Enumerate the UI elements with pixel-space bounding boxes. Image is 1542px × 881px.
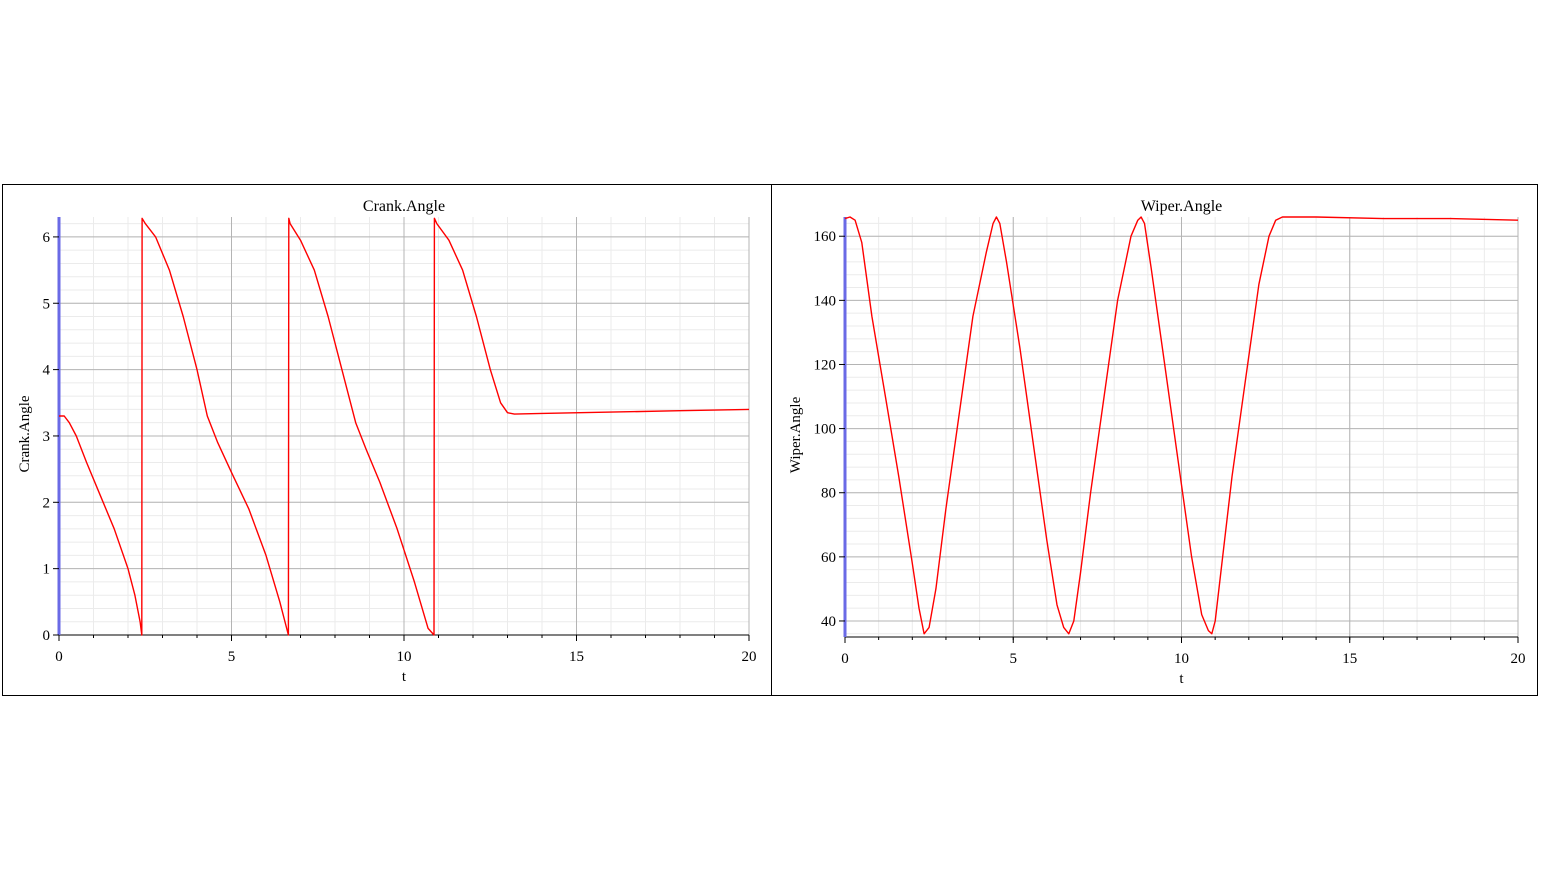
x-tick-label: 0 (841, 651, 849, 667)
y-tick-label: 100 (814, 422, 837, 438)
panel-divider (771, 185, 772, 695)
y-tick-label: 1 (43, 562, 51, 578)
x-axis-label: t (1179, 671, 1184, 687)
y-tick-label: 4 (43, 363, 51, 379)
series-line (844, 216, 1519, 635)
y-tick-label: 0 (43, 628, 51, 644)
chart-title: Wiper.Angle (1141, 198, 1223, 215)
y-tick-label: 120 (814, 357, 837, 373)
plot-panels: 0 5 10 15 20 0 1 2 3 4 5 6 Crank.Angle t Crank.Angle 0… (2, 184, 1538, 696)
chart-crank-angle: 0 5 10 15 20 0 1 2 3 4 5 6 Crank.Angle t Crank.Angle (17, 198, 757, 685)
x-tick-label: 15 (1342, 651, 1357, 667)
x-tick-label: 5 (1010, 651, 1018, 667)
y-axis-label: Wiper.Angle (788, 396, 804, 473)
y-tick-label: 160 (814, 229, 837, 245)
y-tick-label: 80 (821, 486, 836, 502)
y-axis-label: Crank.Angle (17, 395, 33, 472)
x-tick-label: 15 (569, 649, 584, 665)
x-tick-label: 20 (742, 649, 757, 665)
x-tick-label: 5 (228, 649, 236, 665)
x-tick-label: 20 (1511, 651, 1526, 667)
y-tick-label: 40 (821, 614, 836, 630)
y-tick-label: 140 (814, 293, 837, 309)
y-tick-label: 5 (43, 296, 51, 312)
y-tick-label: 3 (43, 429, 51, 445)
series-line (59, 217, 750, 636)
y-tick-label: 60 (821, 550, 836, 566)
x-axis-label: t (402, 669, 407, 685)
x-tick-label: 10 (397, 649, 412, 665)
x-tick-label: 10 (1174, 651, 1189, 667)
chart-wiper-angle: 0 5 10 15 20 40 60 80 100 120 140 160 Wiper.Angle t Wi… (788, 198, 1526, 687)
x-tick-label: 0 (55, 649, 63, 665)
y-tick-label: 2 (43, 495, 51, 511)
y-tick-label: 6 (43, 230, 51, 246)
chart-title: Crank.Angle (363, 198, 445, 215)
